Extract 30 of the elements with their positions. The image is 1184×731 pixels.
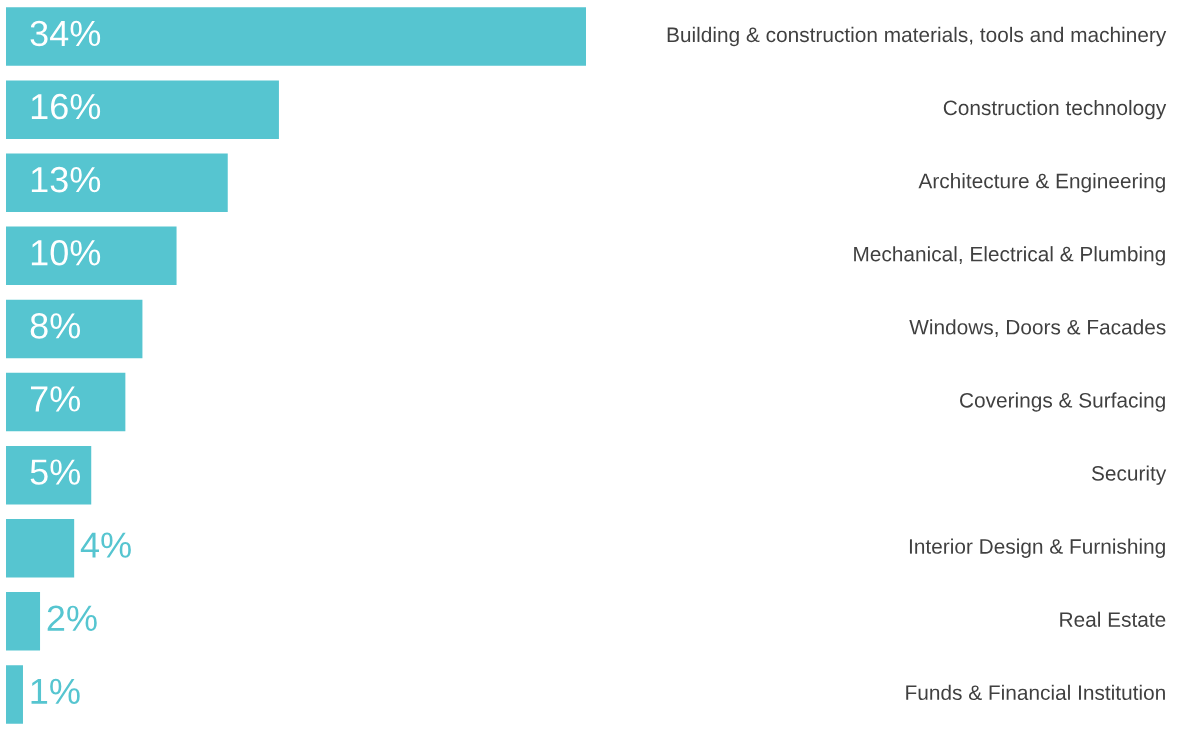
y-tick-label: Building & construction materials, tools and machinery [667,26,1167,47]
y-tick-label: Architecture & Engineering [918,173,1165,193]
y-tick-label: Security [1091,465,1167,485]
data-label: 8% [30,313,81,339]
data-label: 4% [80,532,131,558]
bar [5,519,75,578]
bar [5,153,228,212]
data-label: 2% [47,605,97,631]
y-tick-label: Coverings & Surfacing [960,392,1165,412]
bar [5,665,23,724]
bar [5,80,279,139]
y-tick-label: Funds & Financial Institution [906,684,1165,701]
y-tick-label: Real Estate [1060,611,1166,627]
y-tick-label: Construction technology [943,99,1167,120]
y-tick-label: Mechanical, Electrical & Plumbing [854,246,1165,266]
bar [5,445,92,505]
data-label: 1% [31,678,80,704]
bar [5,226,177,286]
bar [5,7,587,66]
bar [5,299,143,359]
data-label: 16% [31,93,101,120]
data-label: 5% [30,459,81,485]
data-label: 10% [31,239,101,266]
y-tick-label: Windows, Doors & Facades [909,319,1166,337]
bar [5,592,41,651]
data-label: 13% [31,166,101,193]
data-label: 7% [30,386,81,412]
bar [5,372,126,432]
y-tick-label: Interior Design & Furnishing [909,538,1165,558]
data-label: 34% [30,20,101,47]
